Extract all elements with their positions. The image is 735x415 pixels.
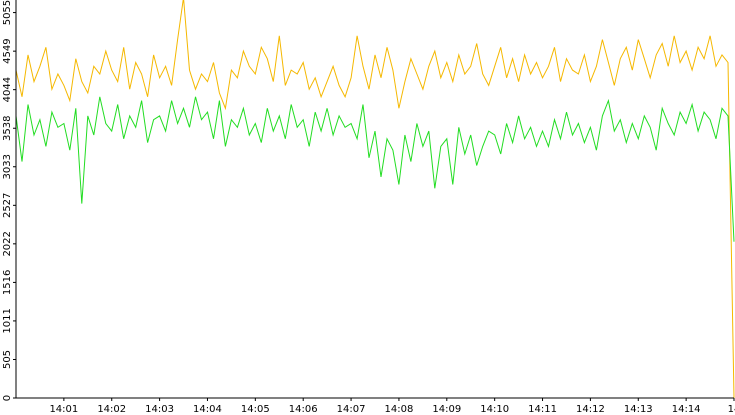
y-tick-label: 3538 — [2, 116, 13, 141]
x-tick-label: 14:09 — [432, 404, 461, 415]
y-tick-label: 1516 — [2, 270, 13, 295]
series-line — [15, 96, 735, 242]
x-tick-label: 14:02 — [97, 404, 126, 415]
y-tick-label: 4549 — [2, 38, 13, 63]
x-tick-label: 14:13 — [624, 404, 653, 415]
x-tick-label: 14:14 — [672, 404, 701, 415]
y-tick-label: 4044 — [2, 77, 13, 102]
x-tick-label: 14:01 — [49, 404, 78, 415]
x-tick-label: 14:11 — [528, 404, 557, 415]
x-tick-label: 14:05 — [241, 404, 270, 415]
y-tick-label: 2527 — [2, 193, 13, 218]
y-tick-label: 5055 — [2, 0, 13, 25]
x-tick-label: 14:04 — [193, 404, 222, 415]
x-tick-label: 14 — [728, 404, 735, 415]
y-tick-label: 3033 — [2, 154, 13, 179]
series-line — [15, 0, 735, 399]
x-tick-label: 14:03 — [145, 404, 174, 415]
y-tick-label: 1011 — [2, 308, 13, 333]
x-tick-label: 14:06 — [289, 404, 318, 415]
x-tick-label: 14:08 — [385, 404, 414, 415]
x-tick-label: 14:12 — [576, 404, 605, 415]
x-tick-label: 14:07 — [337, 404, 366, 415]
y-tick-label: 0 — [2, 395, 13, 401]
y-tick-label: 2022 — [2, 231, 13, 256]
y-tick-label: 505 — [2, 350, 13, 369]
x-tick-label: 14:10 — [480, 404, 509, 415]
